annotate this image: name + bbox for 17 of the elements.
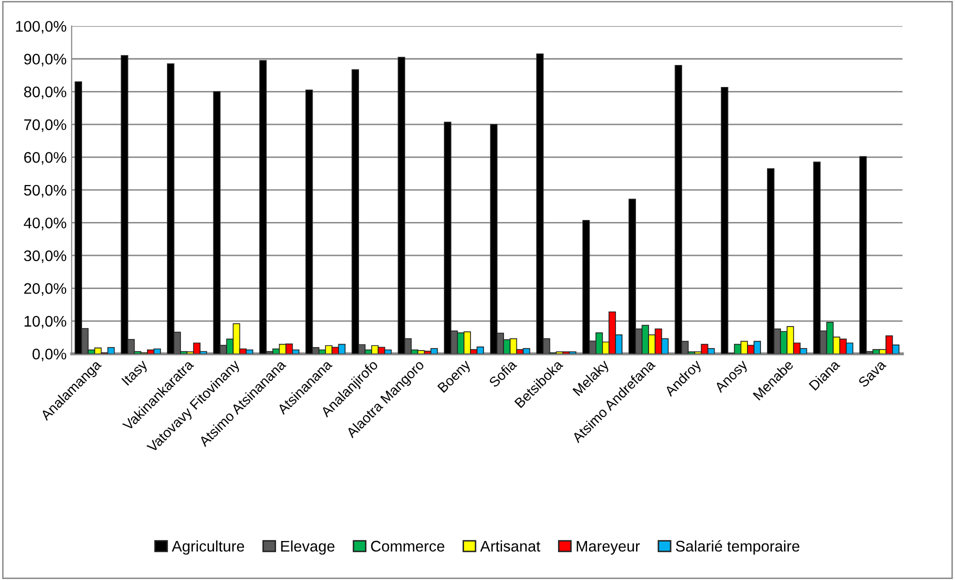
legend-label: Commerce — [371, 540, 444, 552]
y-tick-label: 90,0% — [24, 54, 66, 66]
y-tick-label: 0,0% — [32, 348, 66, 362]
y-tick-label: 80,0% — [24, 86, 66, 100]
y-tick-label: 100,0% — [16, 20, 66, 34]
y-tick-label: 20,0% — [24, 283, 66, 296]
y-tick-label: 50,0% — [24, 184, 66, 198]
legend-label: Artisanat — [480, 540, 540, 552]
y-tick-label: 60,0% — [24, 152, 66, 165]
legend-label: Agriculture — [172, 540, 244, 555]
legend-label: Salarié temporaire — [676, 540, 800, 555]
legend-label: Mareyeur — [576, 540, 640, 555]
legend-label: Elevage — [281, 540, 334, 555]
y-tick-label: 40,0% — [24, 218, 66, 230]
y-tick-label: 70,0% — [24, 119, 66, 132]
y-tick-label: 10,0% — [24, 316, 66, 329]
y-tick-label: 30,0% — [24, 250, 66, 263]
